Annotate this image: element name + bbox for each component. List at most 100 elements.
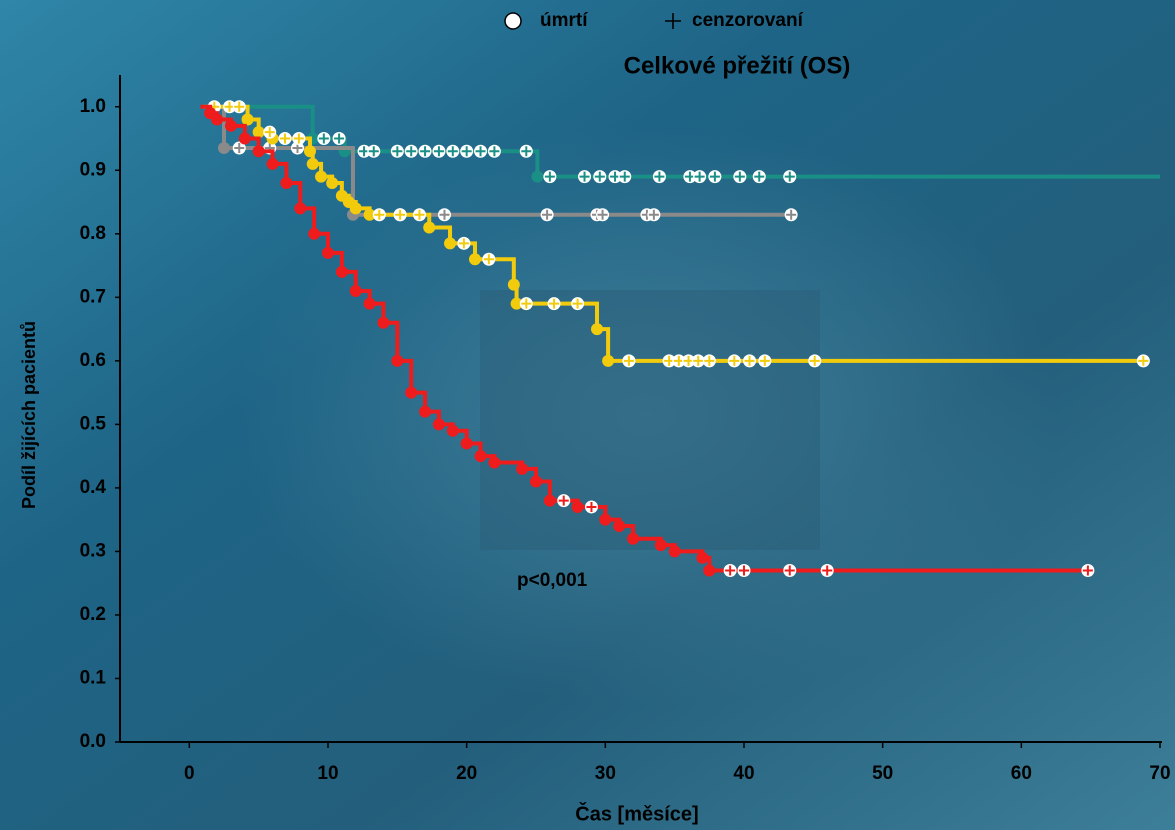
censored-marker bbox=[1081, 563, 1095, 577]
censored-marker-cross bbox=[234, 143, 245, 154]
censored-marker-cross bbox=[558, 495, 569, 506]
censored-marker bbox=[596, 208, 610, 222]
censored-marker-cross bbox=[694, 171, 705, 182]
death-marker bbox=[591, 323, 604, 336]
x-axis-label: Čas [měsíce] bbox=[575, 801, 698, 825]
censored-marker bbox=[618, 170, 632, 184]
y-tick-label: 0.4 bbox=[80, 477, 107, 498]
y-tick-label: 0.0 bbox=[80, 731, 106, 752]
censored-marker-cross bbox=[693, 355, 704, 366]
censored-marker bbox=[393, 208, 407, 222]
censored-marker bbox=[460, 144, 474, 158]
censored-marker-cross bbox=[725, 565, 736, 576]
censored-marker bbox=[693, 170, 707, 184]
censored-marker-cross bbox=[368, 146, 379, 157]
death-marker bbox=[224, 119, 237, 132]
death-marker bbox=[326, 176, 339, 189]
y-tick-label: 0.9 bbox=[80, 159, 106, 180]
censored-marker bbox=[432, 144, 446, 158]
death-marker bbox=[241, 113, 254, 126]
death-marker bbox=[703, 564, 716, 577]
y-tick-label: 0.1 bbox=[80, 667, 107, 688]
death-marker bbox=[211, 113, 224, 126]
censored-marker-cross bbox=[395, 209, 406, 220]
death-marker bbox=[468, 253, 481, 266]
death-marker bbox=[510, 297, 523, 310]
death-marker bbox=[218, 142, 230, 155]
censored-marker-cross bbox=[586, 501, 597, 512]
censored-marker bbox=[702, 354, 716, 368]
censored-marker bbox=[758, 354, 772, 368]
censored-marker-cross bbox=[579, 171, 590, 182]
censored-marker-cross bbox=[1082, 565, 1093, 576]
death-marker bbox=[349, 202, 362, 215]
y-tick-label: 0.2 bbox=[80, 604, 106, 625]
censored-marker bbox=[232, 100, 246, 114]
annotation: p<0,001 bbox=[517, 570, 588, 591]
censored-marker-cross bbox=[597, 209, 608, 220]
censored-marker-cross bbox=[392, 146, 403, 157]
chart-title: Celkové přežití (OS) bbox=[624, 52, 851, 79]
censored-marker bbox=[557, 494, 571, 508]
x-tick-label: 40 bbox=[733, 763, 754, 784]
censored-marker bbox=[571, 297, 585, 311]
censored-marker-cross bbox=[709, 171, 720, 182]
censored-marker-cross bbox=[334, 133, 345, 144]
censored-marker bbox=[727, 354, 741, 368]
censored-marker bbox=[733, 170, 747, 184]
death-marker bbox=[266, 157, 279, 170]
censored-marker bbox=[662, 354, 676, 368]
censored-marker-cross bbox=[318, 133, 329, 144]
x-tick-label: 60 bbox=[1011, 763, 1032, 784]
death-marker bbox=[423, 221, 436, 234]
censored-marker bbox=[547, 297, 561, 311]
death-marker bbox=[530, 475, 542, 488]
censored-marker-cross bbox=[458, 238, 469, 249]
censored-marker bbox=[232, 141, 246, 155]
death-marker bbox=[446, 424, 459, 437]
y-tick-label: 0.5 bbox=[80, 413, 107, 434]
death-marker bbox=[419, 405, 432, 418]
censored-marker bbox=[652, 170, 666, 184]
death-marker bbox=[516, 462, 529, 475]
censored-marker bbox=[708, 170, 722, 184]
death-marker bbox=[306, 157, 319, 170]
censored-marker-cross bbox=[704, 355, 715, 366]
censored-marker-cross bbox=[786, 209, 797, 220]
censored-marker bbox=[820, 563, 834, 577]
censored-marker-cross bbox=[521, 298, 532, 309]
death-marker bbox=[432, 418, 445, 431]
censored-marker-cross bbox=[447, 146, 458, 157]
censored-marker-cross bbox=[234, 101, 245, 112]
legend-censored-icon bbox=[665, 13, 681, 29]
censored-marker bbox=[543, 170, 557, 184]
background-monitor bbox=[480, 290, 820, 550]
legend-death-label: úmrtí bbox=[540, 10, 588, 31]
y-tick-label: 1.0 bbox=[80, 96, 106, 117]
death-marker bbox=[280, 176, 293, 189]
censored-marker bbox=[367, 144, 381, 158]
censored-marker-cross bbox=[542, 209, 553, 220]
legend-death-icon bbox=[504, 12, 522, 30]
censored-marker bbox=[737, 563, 751, 577]
censored-marker-cross bbox=[739, 565, 749, 576]
censored-marker-cross bbox=[744, 355, 755, 366]
death-marker bbox=[613, 520, 626, 533]
censored-marker bbox=[723, 563, 737, 577]
censored-marker bbox=[474, 144, 488, 158]
censored-marker bbox=[278, 132, 292, 146]
death-marker bbox=[363, 297, 376, 310]
censored-marker bbox=[390, 144, 404, 158]
censored-marker bbox=[647, 208, 661, 222]
censored-marker bbox=[784, 208, 798, 222]
death-marker bbox=[363, 208, 376, 221]
censored-marker bbox=[457, 236, 471, 250]
censored-marker-cross bbox=[544, 171, 555, 182]
death-marker bbox=[507, 278, 520, 291]
censored-marker-cross bbox=[420, 146, 431, 157]
x-tick-label: 70 bbox=[1149, 763, 1170, 784]
censored-marker-cross bbox=[293, 133, 304, 144]
death-marker bbox=[252, 126, 265, 139]
death-marker bbox=[444, 237, 457, 250]
death-marker bbox=[303, 145, 316, 158]
